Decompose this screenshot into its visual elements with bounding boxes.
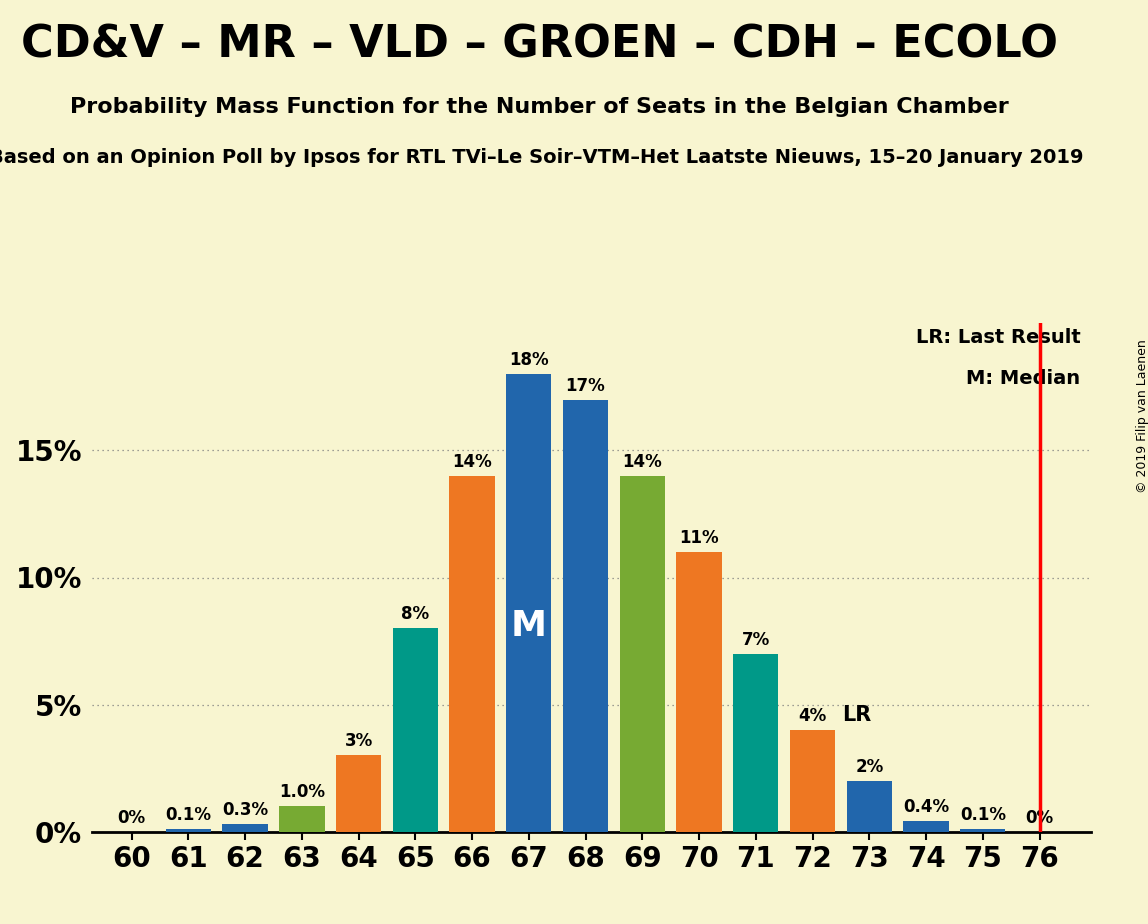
Text: 0.3%: 0.3% — [222, 801, 269, 819]
Text: CD&V – MR – VLD – GROEN – CDH – ECOLO: CD&V – MR – VLD – GROEN – CDH – ECOLO — [21, 23, 1058, 67]
Text: 2%: 2% — [855, 758, 884, 775]
Text: 14%: 14% — [622, 453, 662, 470]
Text: 0.1%: 0.1% — [165, 806, 211, 824]
Bar — [506, 374, 551, 832]
Text: 3%: 3% — [344, 733, 373, 750]
Bar — [563, 399, 608, 832]
Text: LR: LR — [841, 705, 871, 724]
Bar — [960, 829, 1006, 832]
Text: 17%: 17% — [566, 377, 605, 395]
Bar — [846, 781, 892, 832]
Bar — [676, 552, 722, 832]
Text: 0.4%: 0.4% — [903, 798, 949, 817]
Text: 8%: 8% — [402, 605, 429, 623]
Text: Based on an Opinion Poll by Ipsos for RTL TVi–Le Soir–VTM–Het Laatste Nieuws, 15: Based on an Opinion Poll by Ipsos for RT… — [0, 148, 1083, 167]
Bar — [165, 829, 211, 832]
Bar — [336, 756, 381, 832]
Text: 4%: 4% — [798, 707, 827, 724]
Text: © 2019 Filip van Laenen: © 2019 Filip van Laenen — [1135, 339, 1148, 492]
Text: 0%: 0% — [117, 808, 146, 826]
Text: Probability Mass Function for the Number of Seats in the Belgian Chamber: Probability Mass Function for the Number… — [70, 97, 1009, 117]
Bar — [734, 654, 778, 832]
Bar — [393, 628, 439, 832]
Bar — [279, 806, 325, 832]
Text: 1.0%: 1.0% — [279, 784, 325, 801]
Bar — [903, 821, 948, 832]
Text: 18%: 18% — [509, 351, 549, 369]
Text: 11%: 11% — [680, 529, 719, 547]
Bar — [620, 476, 665, 832]
Text: 7%: 7% — [742, 631, 770, 649]
Text: M: Median: M: Median — [967, 369, 1080, 388]
Bar — [790, 730, 836, 832]
Text: 14%: 14% — [452, 453, 492, 470]
Text: LR: Last Result: LR: Last Result — [916, 328, 1080, 347]
Text: 0%: 0% — [1025, 808, 1054, 826]
Text: 0.1%: 0.1% — [960, 806, 1006, 824]
Bar — [449, 476, 495, 832]
Text: M: M — [511, 609, 546, 643]
Bar — [223, 824, 267, 832]
